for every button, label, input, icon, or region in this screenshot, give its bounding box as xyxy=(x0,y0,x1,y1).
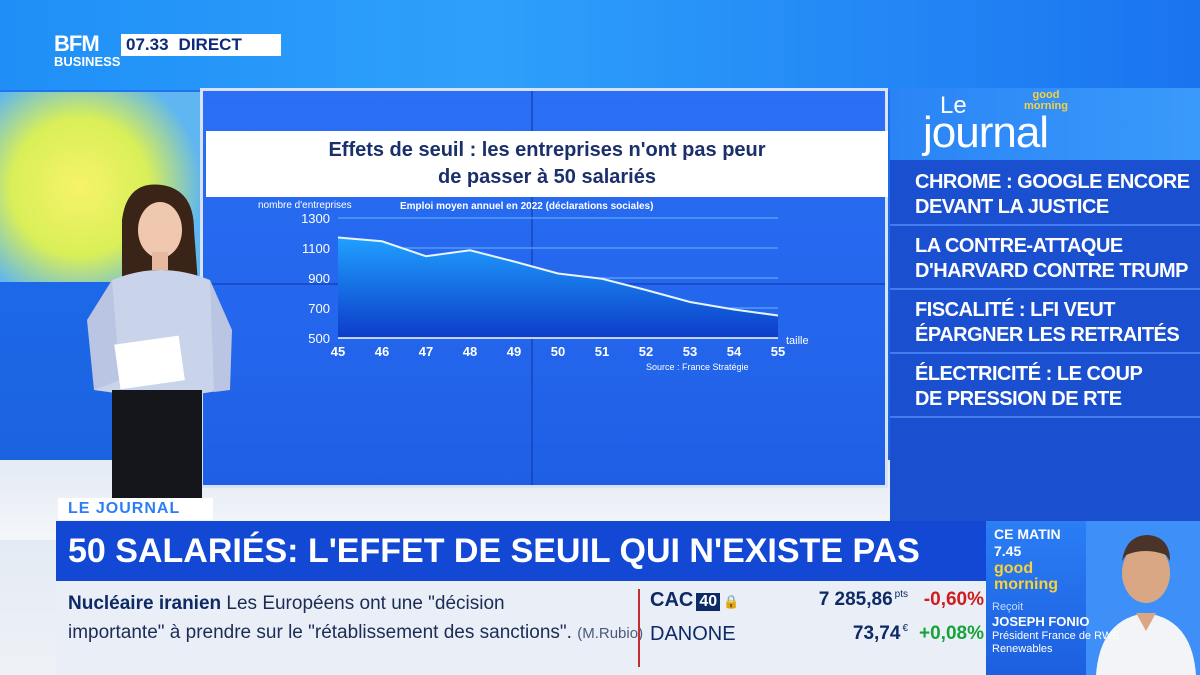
journal-panel: Le journal good morning Chrome : Google … xyxy=(890,88,1200,523)
live-label: DIRECT xyxy=(178,35,242,54)
market-change: -0,60% xyxy=(923,589,984,610)
chart-title-line1: Effets de seuil : les entreprises n'ont … xyxy=(328,139,766,161)
journal-item-line2: de pression de RTE xyxy=(915,388,1122,410)
journal-item-line1: La contre-attaque xyxy=(915,235,1123,257)
guest-gm-bottom: morning xyxy=(994,576,1058,593)
headline-text: 50 SALARIÉS: L'EFFET DE SEUIL QUI N'EXIS… xyxy=(68,531,920,570)
news-source: (M.Rubio) xyxy=(577,625,644,642)
news-line-2: importante" à prendre sur le "rétablisse… xyxy=(68,618,643,648)
gm-badge-bottom: morning xyxy=(1024,100,1068,112)
bfm-business-logo: BFM BUSINESS xyxy=(54,31,121,73)
news-line-1: Nucléaire iranien Les Européens ont une … xyxy=(68,589,636,618)
chart-ytick-label: 700 xyxy=(308,301,330,316)
market-name-text: CAC xyxy=(650,589,694,611)
journal-title: journal xyxy=(923,108,1049,157)
chart-xtick-label: 53 xyxy=(683,344,697,359)
journal-header: Le journal good morning xyxy=(890,88,1200,160)
news-text-1: Les Européens ont une "décision xyxy=(226,593,505,614)
guest-name: JOSEPH FONIO xyxy=(992,614,1090,629)
news-topic: Nucléaire iranien xyxy=(68,593,222,614)
gm-badge-top: good xyxy=(1032,89,1060,101)
market-unit: € xyxy=(902,623,908,634)
section-tag-label: LE JOURNAL xyxy=(68,500,181,517)
chart-xtick-label: 50 xyxy=(551,344,565,359)
guest-photo xyxy=(1086,521,1200,675)
news-text-2: importante" à prendre sur le "rétablisse… xyxy=(68,622,572,643)
market-value: 7 285,86 pts xyxy=(819,589,908,611)
chart-xtick-label: 52 xyxy=(639,344,653,359)
market-unit: pts xyxy=(894,589,908,600)
chart-xtick-label: 51 xyxy=(595,344,609,359)
guest-role: Président France de RWE Renewables xyxy=(992,630,1120,655)
guest-gm-top: good xyxy=(994,560,1034,577)
journal-item-line2: épargner les retraités xyxy=(915,324,1180,346)
market-value-text: 73,74 xyxy=(852,623,901,644)
market-row: CAC 40 🔒 7 285,86 pts -0,60% xyxy=(650,589,986,619)
journal-le: Le xyxy=(940,92,967,119)
studio-screen: Effets de seuil : les entreprises n'ont … xyxy=(200,88,888,488)
journal-item-line1: Électricité : le coup xyxy=(915,363,1143,385)
journal-item-line2: devant la justice xyxy=(915,196,1109,218)
market-row: DANONE 73,74 € +0,08% xyxy=(650,623,986,653)
journal-item[interactable]: La contre-attaque d'Harvard contre Trump xyxy=(890,228,1200,290)
journal-item-line1: Fiscalité : LFI veut xyxy=(915,299,1116,321)
guest-box: CE MATIN 7.45 good morning Reçoit JOSEPH… xyxy=(986,521,1200,675)
clock-time: 07.33 xyxy=(126,35,169,54)
chart-svg: nombre d'entreprises Emploi moyen annuel… xyxy=(258,200,809,372)
news-block: Nucléaire iranien Les Européens ont une … xyxy=(56,581,643,675)
headline-bar: 50 SALARIÉS: L'EFFET DE SEUIL QUI N'EXIS… xyxy=(56,521,986,581)
chart-title-line2: de passer à 50 salariés xyxy=(438,166,656,188)
chart-xtick-label: 47 xyxy=(419,344,433,359)
market-value-text: 7 285,86 xyxy=(818,589,893,610)
market-quotes: CAC 40 🔒 7 285,86 pts -0,60% DANONE 73,74 € … xyxy=(650,587,986,667)
market-change: +0,08% xyxy=(919,623,984,644)
guest-time: 7.45 xyxy=(994,543,1022,559)
logo-bottom-text: BUSINESS xyxy=(54,54,121,69)
chart-title-box: Effets de seuil : les entreprises n'ont … xyxy=(206,131,888,197)
market-badge: 40 xyxy=(696,593,721,611)
market-name: DANONE xyxy=(650,623,736,646)
journal-item[interactable]: Électricité : le coup de pression de RTE xyxy=(890,356,1200,418)
chart-subtitle: Emploi moyen annuel en 2022 (déclaration… xyxy=(400,201,653,212)
news-ticker: Nucléaire iranien Les Européens ont une … xyxy=(56,581,986,675)
chart-xtick-label: 55 xyxy=(771,344,785,359)
clock-bar: 07.33 DIRECT xyxy=(121,34,281,56)
chart-xtick-label: 54 xyxy=(727,344,742,359)
chart-source: Source : France Stratégie xyxy=(646,362,749,372)
guest-ce-matin: CE MATIN xyxy=(994,526,1061,542)
guest-recoit: Reçoit xyxy=(992,601,1024,613)
ticker-separator xyxy=(638,589,640,667)
chart-xtick-label: 49 xyxy=(507,344,521,359)
chart-ytick-label: 900 xyxy=(308,271,330,286)
presenter-figure xyxy=(87,184,232,520)
guest-good-morning-logo: good morning xyxy=(994,561,1058,593)
chart-ytick-label: 1100 xyxy=(302,241,330,256)
market-name-text: DANONE xyxy=(650,623,736,645)
chart-area-fill xyxy=(338,237,778,338)
journal-item[interactable]: Fiscalité : LFI veut épargner les retrai… xyxy=(890,292,1200,354)
chart-ylabel: nombre d'entreprises xyxy=(258,200,352,211)
good-morning-badge: good morning xyxy=(1024,90,1068,112)
chart-ytick-label: 1300 xyxy=(301,211,330,226)
lock-icon: 🔒 xyxy=(723,594,740,609)
chart-xlabel: taille xyxy=(786,335,809,347)
journal-item[interactable]: Chrome : Google encore devant la justice xyxy=(890,164,1200,226)
market-name: CAC 40 🔒 xyxy=(650,589,739,612)
chart-xtick-label: 48 xyxy=(463,344,477,359)
market-value: 73,74 € xyxy=(853,623,908,645)
chart-xtick-label: 45 xyxy=(331,344,345,359)
logo-top-text: BFM xyxy=(54,31,100,56)
chart-series-line xyxy=(337,236,779,317)
journal-item-line2: d'Harvard contre Trump xyxy=(915,260,1189,282)
chart-ytick-label: 500 xyxy=(308,331,330,346)
journal-item-line1: Chrome : Google encore xyxy=(915,171,1190,193)
chart-xtick-label: 46 xyxy=(375,344,389,359)
section-tag: LE JOURNAL xyxy=(58,498,213,520)
